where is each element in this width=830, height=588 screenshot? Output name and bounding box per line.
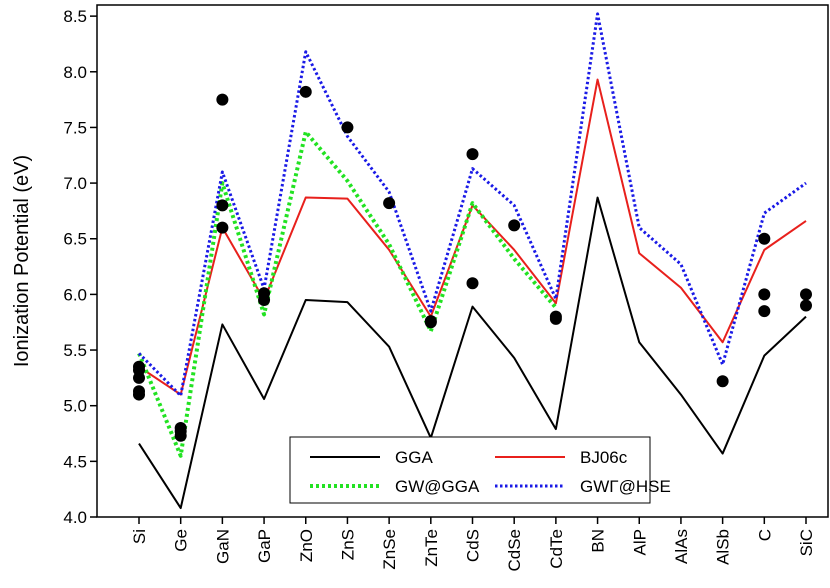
experiment-point xyxy=(299,85,312,98)
x-tick-label: ZnS xyxy=(338,529,357,560)
x-tick-label: GaP xyxy=(255,529,274,563)
x-tick-label: ZnTe xyxy=(422,529,441,567)
experiment-point xyxy=(341,121,354,134)
experiment-point xyxy=(466,148,479,161)
series-line xyxy=(137,129,558,458)
experiment-point xyxy=(216,199,229,212)
x-tick-label: CdSe xyxy=(505,529,524,572)
x-tick-label: ZnSe xyxy=(380,529,399,570)
x-tick-label: SiC xyxy=(797,529,816,556)
x-tick-label: AlAs xyxy=(672,529,691,564)
experiment-point xyxy=(133,371,145,384)
y-tick-label: 6.0 xyxy=(63,285,87,304)
y-tick-label: 7.5 xyxy=(63,118,87,137)
experiment-point xyxy=(508,219,521,232)
experiment-point xyxy=(716,375,729,388)
plot-frame xyxy=(96,4,829,518)
x-tick-label: BN xyxy=(589,529,608,553)
x-tick-label: CdTe xyxy=(547,529,566,569)
series-line xyxy=(138,78,807,396)
y-tick-label: 4.0 xyxy=(63,508,87,527)
experiment-point xyxy=(758,232,771,245)
experiment-point xyxy=(466,277,479,290)
experiment-point xyxy=(758,305,771,318)
legend-label: GWΓ@HSE xyxy=(580,477,671,496)
legend-box xyxy=(289,436,651,504)
experiment-point xyxy=(758,288,771,301)
x-tick-label: ZnO xyxy=(297,529,316,562)
experiment-point xyxy=(383,197,396,210)
experiment-point xyxy=(800,288,812,301)
experiment-point xyxy=(258,293,271,306)
experiment-point xyxy=(549,312,562,325)
x-tick-label: C xyxy=(755,529,774,541)
experiment-point xyxy=(133,388,145,401)
experiment-point xyxy=(216,221,229,234)
y-tick-label: 8.5 xyxy=(63,7,87,26)
y-axis-label: Ionization Potential (eV) xyxy=(11,155,33,367)
y-tick-label: 5.0 xyxy=(63,397,87,416)
x-tick-label: AlP xyxy=(630,529,649,555)
legend-label: GW@GGA xyxy=(395,477,480,496)
experiment-point xyxy=(174,429,187,442)
x-tick-label: GaN xyxy=(213,529,232,564)
y-tick-label: 6.5 xyxy=(63,230,87,249)
series-line xyxy=(138,196,807,510)
y-tick-label: 4.5 xyxy=(63,452,87,471)
x-tick-label: AlSb xyxy=(714,529,733,565)
legend-label: BJ06c xyxy=(580,448,628,467)
series-line xyxy=(137,12,807,398)
experiment-point xyxy=(216,93,229,106)
legend-label: GGA xyxy=(395,448,433,467)
experiment-point xyxy=(800,299,812,312)
y-tick-label: 7.0 xyxy=(63,174,87,193)
y-tick-label: 5.5 xyxy=(63,341,87,360)
x-tick-label: Ge xyxy=(172,529,191,552)
y-tick-label: 8.0 xyxy=(63,63,87,82)
x-tick-label: Si xyxy=(130,529,149,544)
x-tick-label: CdS xyxy=(464,529,483,562)
experiment-point xyxy=(424,316,437,329)
